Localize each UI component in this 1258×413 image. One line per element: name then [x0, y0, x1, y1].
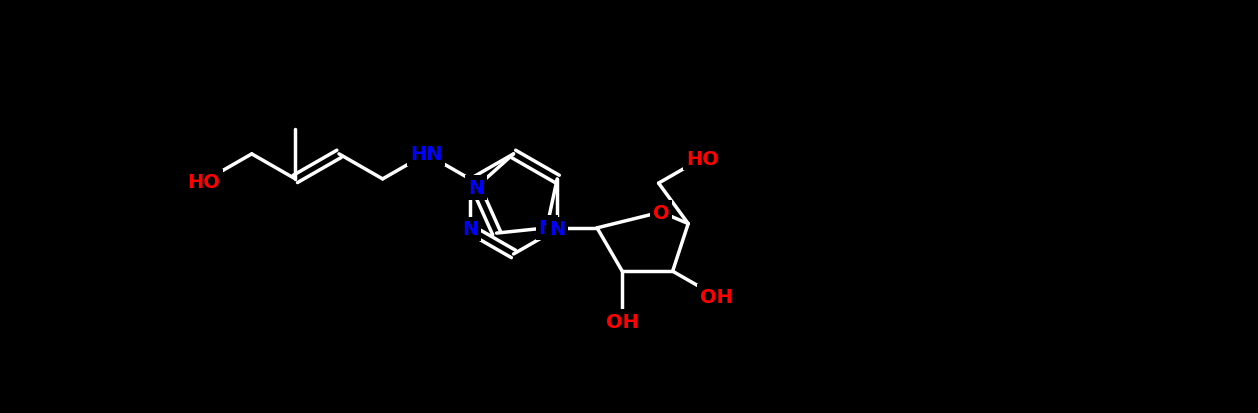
Text: O: O [653, 203, 669, 222]
Text: HO: HO [686, 149, 718, 168]
Text: N: N [538, 219, 555, 238]
Text: HN: HN [410, 145, 443, 164]
Text: N: N [548, 220, 565, 239]
Text: HO: HO [187, 173, 220, 192]
Text: N: N [468, 178, 484, 197]
Text: OH: OH [606, 312, 639, 331]
Text: N: N [462, 220, 478, 239]
Text: OH: OH [699, 287, 732, 306]
